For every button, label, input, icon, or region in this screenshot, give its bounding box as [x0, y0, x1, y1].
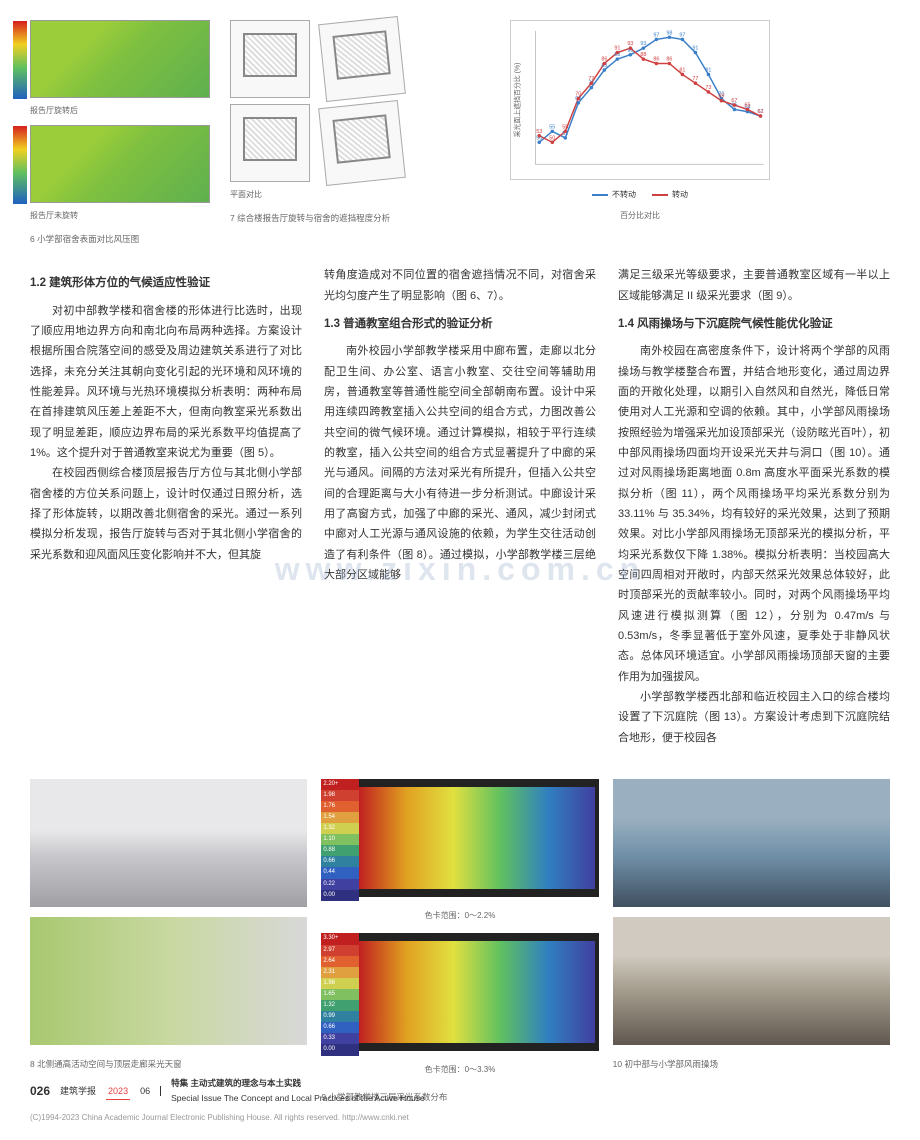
fig7-caption: 7 综合楼报告厅旋转与宿舍的遮挡程度分析 [230, 211, 490, 227]
svg-text:98: 98 [666, 30, 672, 36]
shading-chart: 采光面上遮挡百分比 (%) 50555268758388909397989791… [510, 20, 770, 180]
photo-row: 8 北侧通高活动空间与顶层走廊采光天窗 2.20+1.981.761.541.3… [30, 779, 890, 1106]
photo-gym-2 [613, 917, 890, 1045]
body-columns: 1.2 建筑形体方位的气候适应性验证 对初中部教学楼和宿舍楼的形体进行比选时，出… [30, 265, 890, 764]
thermal-map-area-a [359, 787, 594, 889]
top-figure-row: 报告厅旋转后 报告厅未旋转 6 小学部宿舍表面对比风压图 平面对比 7 综合楼报… [30, 20, 890, 247]
figure-6: 报告厅旋转后 报告厅未旋转 6 小学部宿舍表面对比风压图 [30, 20, 210, 247]
svg-text:65: 65 [744, 103, 750, 109]
cap-10: 10 初中部与小学部风雨操场 [613, 1057, 890, 1073]
chart-legend: 不转动 转动 [510, 188, 770, 203]
chart-svg: 采光面上遮挡百分比 (%) 50555268758388909397989791… [511, 21, 769, 179]
figure-7-plans: 平面对比 7 综合楼报告厅旋转与宿舍的遮挡程度分析 [230, 20, 490, 247]
sim-label-a: 报告厅旋转后 [30, 104, 210, 119]
svg-text:50: 50 [549, 135, 555, 141]
chart-label: 百分比对比 [510, 209, 770, 224]
svg-text:81: 81 [705, 67, 711, 73]
plan-unrotated-2 [318, 100, 406, 186]
svg-text:88: 88 [640, 52, 646, 58]
legend-static: 不转动 [592, 188, 636, 203]
journal-year: 2023 [106, 1083, 130, 1101]
thermal-cap-a: 色卡范围：0～2.2% [321, 909, 598, 924]
para-6: 南外校园在高密度条件下，设计将两个学部的风雨操场与教学楼整合布置，并结合地形变化… [618, 341, 890, 687]
svg-text:86: 86 [653, 57, 659, 63]
plan-label: 平面对比 [230, 188, 490, 203]
column-2: 转角度造成对不同位置的宿舍遮挡情况不同，对宿舍采光均匀度产生了明显影响（图 6、… [324, 265, 596, 764]
svg-text:93: 93 [640, 41, 646, 47]
svg-text:55: 55 [562, 124, 568, 130]
sim-label-b: 报告厅未旋转 [30, 209, 210, 224]
svg-text:86: 86 [601, 57, 607, 63]
plan-rotated-2 [230, 104, 310, 182]
svg-text:62: 62 [757, 109, 763, 115]
cfd-sim-rotated [30, 20, 210, 98]
chart-line-static [539, 37, 760, 142]
photo-atrium [30, 779, 307, 907]
column-1: 1.2 建筑形体方位的气候适应性验证 对初中部教学楼和宿舍楼的形体进行比选时，出… [30, 265, 302, 764]
para-1: 对初中部教学楼和宿舍楼的形体进行比选时，出现了顺应用地边界方向和南北向布局两种选… [30, 301, 302, 464]
column-3: 满足三级采光等级要求，主要普通教室区域有一半以上区域能够满足 II 级采光要求（… [618, 265, 890, 764]
plan-rotated [230, 20, 310, 98]
page-number: 026 [30, 1080, 50, 1102]
photo-col-9: 2.20+1.981.761.541.321.100.880.660.440.2… [321, 779, 598, 1106]
svg-text:73: 73 [705, 85, 711, 91]
para-3: 转角度造成对不同位置的宿舍遮挡情况不同，对宿舍采光均匀度产生了明显影响（图 6、… [324, 265, 596, 306]
footer-sep [160, 1086, 161, 1096]
chart-line-rotate [539, 48, 760, 142]
figure-7-chart: 采光面上遮挡百分比 (%) 50555268758388909397989791… [510, 20, 770, 247]
svg-text:70: 70 [575, 92, 581, 98]
svg-text:86: 86 [666, 57, 672, 63]
svg-text:69: 69 [718, 94, 724, 100]
page-footer: 026 建筑学报 2023 06 特集 主动式建筑的理念与本土实践 Specia… [30, 1076, 890, 1126]
svg-text:53: 53 [536, 129, 542, 135]
fig6-caption: 6 小学部宿舍表面对比风压图 [30, 232, 210, 248]
photo-gym-1 [613, 779, 890, 907]
legend-rotate: 转动 [652, 188, 688, 203]
copyright: (C)1994-2023 China Academic Journal Elec… [30, 1111, 890, 1126]
cap-8: 8 北侧通高活动空间与顶层走廊采光天窗 [30, 1057, 307, 1073]
svg-text:97: 97 [653, 32, 659, 38]
svg-text:67: 67 [731, 98, 737, 104]
chart-points-static: 505552687583889093979897918170656462 [536, 30, 763, 144]
svg-text:97: 97 [679, 32, 685, 38]
journal-issue: 06 [140, 1083, 150, 1100]
thermal-map-area-b [359, 941, 594, 1043]
para-2: 在校园西侧综合楼顶层报告厅方位与其北侧小学部宿舍楼的方位关系问题上，设计时仅通过… [30, 463, 302, 565]
photo-col-10: 10 初中部与小学部风雨操场 [613, 779, 890, 1106]
thermal-map-a: 2.20+1.981.761.541.321.100.880.660.440.2… [321, 779, 598, 897]
svg-text:91: 91 [614, 46, 620, 52]
heading-1-4: 1.4 风雨操场与下沉庭院气候性能优化验证 [618, 314, 890, 335]
svg-text:91: 91 [692, 46, 698, 52]
cfd-sim-unrotated [30, 125, 210, 203]
special-issue-zh: 特集 主动式建筑的理念与本土实践 Special Issue The Conce… [171, 1076, 425, 1107]
heading-1-2: 1.2 建筑形体方位的气候适应性验证 [30, 273, 302, 294]
svg-text:77: 77 [692, 76, 698, 82]
para-7: 小学部教学楼西北部和临近校园主入口的综合楼均设置了下沉庭院（图 13）。方案设计… [618, 687, 890, 748]
svg-text:93: 93 [627, 41, 633, 47]
chart-points-rotate: 53 50 55 70 77 86 91 93 88 86 86 81 77 73 69 67 65 62 [536, 41, 763, 144]
svg-text:77: 77 [588, 76, 594, 82]
plan-unrotated [318, 16, 406, 102]
para-5: 满足三级采光等级要求，主要普通教室区域有一半以上区域能够满足 II 级采光要求（… [618, 265, 890, 306]
thermal-map-b: 3.30+2.972.642.311.981.651.320.990.660.3… [321, 933, 598, 1051]
photo-col-8: 8 北侧通高活动空间与顶层走廊采光天窗 [30, 779, 307, 1106]
para-4: 南外校园小学部教学楼采用中廊布置，走廊以北分配卫生间、办公室、语言小教室、交往空… [324, 341, 596, 585]
photo-corridor [30, 917, 307, 1045]
svg-text:81: 81 [679, 67, 685, 73]
svg-text:55: 55 [549, 124, 555, 130]
chart-ylabel: 采光面上遮挡百分比 (%) [513, 63, 522, 138]
heading-1-3: 1.3 普通教室组合形式的验证分析 [324, 314, 596, 335]
journal-name: 建筑学报 [60, 1083, 96, 1100]
